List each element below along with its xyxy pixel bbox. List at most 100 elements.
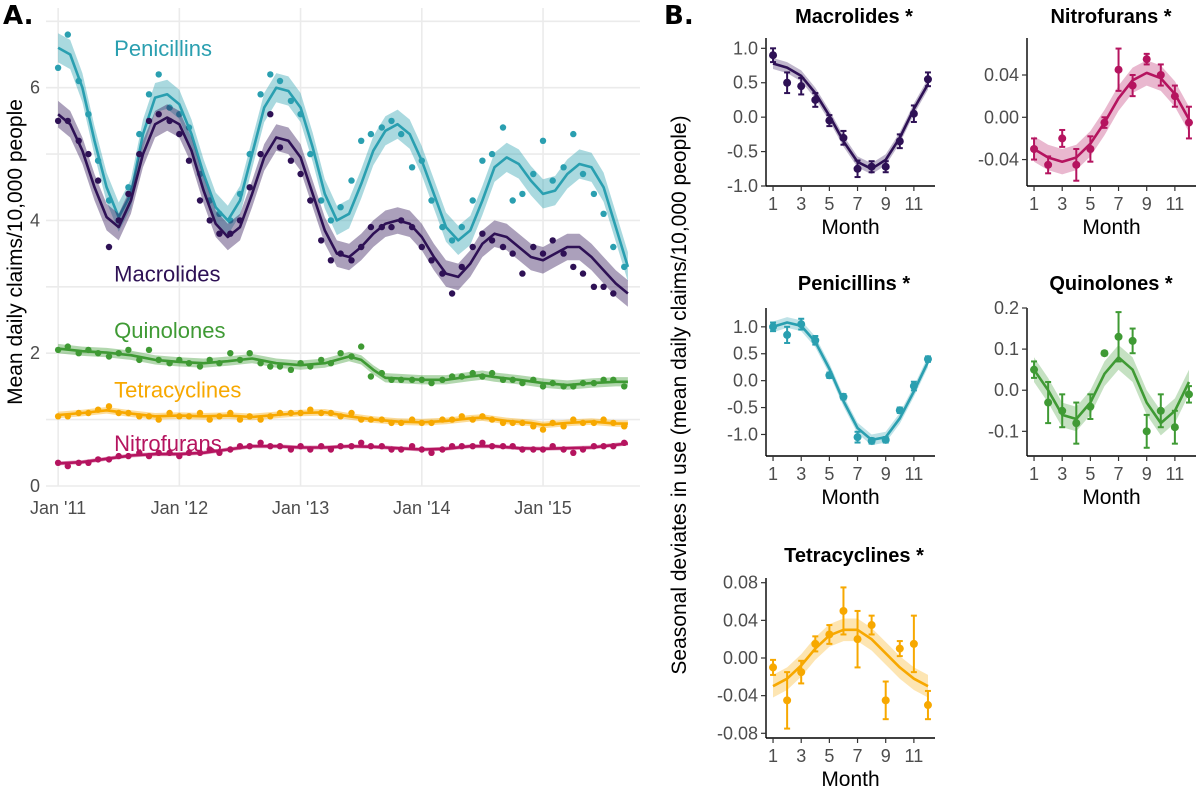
- data-point-penicillins: [448, 237, 456, 244]
- monthly-mean-point: [825, 116, 834, 125]
- data-point-nitrofurans: [428, 449, 435, 456]
- monthly-mean-point: [1114, 65, 1123, 74]
- data-point-tetracyclines: [398, 419, 405, 427]
- data-point-penicillins: [327, 217, 335, 224]
- data-point-nitrofurans: [590, 443, 598, 450]
- data-point-penicillins: [246, 150, 253, 158]
- facet-title: Tetracyclines *: [784, 545, 924, 567]
- x-tick-label: 11: [1166, 464, 1185, 484]
- data-point-macrolides: [579, 270, 587, 277]
- y-tick-label: 0.2: [994, 298, 1019, 318]
- data-point-quinolones: [458, 373, 465, 380]
- data-point-penicillins: [94, 157, 102, 164]
- data-point-nitrofurans: [408, 443, 416, 450]
- x-tick-label: 5: [824, 194, 834, 214]
- facet-title: Quinolones *: [1049, 273, 1173, 295]
- x-tick-label: 11: [905, 746, 924, 766]
- data-point-quinolones: [418, 376, 425, 383]
- data-point-quinolones: [549, 379, 556, 387]
- data-point-nitrofurans: [539, 446, 547, 453]
- data-point-quinolones: [439, 376, 446, 383]
- monthly-mean-point: [1030, 145, 1039, 153]
- data-point-quinolones: [166, 360, 173, 367]
- data-point-penicillins: [509, 197, 516, 204]
- data-point-macrolides: [166, 117, 173, 125]
- monthly-mean-point: [881, 696, 890, 705]
- data-point-quinolones: [570, 383, 577, 390]
- monthly-mean-point: [1058, 134, 1067, 143]
- data-point-nitrofurans: [155, 449, 162, 456]
- data-point-tetracyclines: [448, 416, 456, 423]
- data-point-nitrofurans: [398, 446, 405, 453]
- data-point-tetracyclines: [176, 413, 183, 420]
- data-point-nitrofurans: [509, 443, 516, 450]
- monthly-mean-point: [923, 355, 932, 364]
- data-point-tetracyclines: [227, 409, 234, 417]
- fit-line: [772, 628, 929, 688]
- data-point-penicillins: [307, 150, 314, 158]
- data-point-macrolides: [469, 243, 476, 251]
- data-point-nitrofurans: [418, 446, 425, 453]
- data-point-nitrofurans: [499, 443, 507, 450]
- series-label-nitrofurans: Nitrofurans: [114, 431, 222, 456]
- data-point-tetracyclines: [570, 416, 577, 423]
- data-point-penicillins: [358, 137, 365, 144]
- data-point-nitrofurans: [479, 439, 486, 446]
- x-tick-label: 1: [1029, 194, 1039, 214]
- x-tick-label: 1: [768, 194, 778, 214]
- data-point-nitrofurans: [145, 452, 153, 460]
- data-point-tetracyclines: [499, 419, 507, 427]
- data-point-macrolides: [276, 144, 284, 151]
- data-point-quinolones: [509, 376, 516, 383]
- data-point-nitrofurans: [448, 443, 456, 450]
- data-point-nitrofurans: [530, 446, 537, 453]
- data-point-macrolides: [358, 243, 365, 251]
- data-point-quinolones: [479, 373, 486, 380]
- data-point-quinolones: [388, 376, 395, 383]
- data-point-nitrofurans: [610, 443, 617, 450]
- data-point-quinolones: [125, 346, 132, 354]
- confidence-band-quinolones: [58, 343, 628, 390]
- data-point-tetracyclines: [428, 419, 435, 427]
- x-tick-label: 1: [768, 746, 778, 766]
- series-label-penicillins: Penicillins: [114, 36, 212, 61]
- data-point-nitrofurans: [246, 443, 253, 450]
- data-point-tetracyclines: [621, 423, 628, 430]
- data-point-nitrofurans: [115, 452, 122, 460]
- data-point-macrolides: [530, 243, 537, 251]
- monthly-mean-point: [923, 75, 932, 84]
- data-point-macrolides: [176, 130, 183, 138]
- monthly-mean-point: [1072, 160, 1081, 169]
- y-tick-label: 0.04: [984, 65, 1019, 85]
- facet-macrolides: Macrolides * 1.0 0.5 0.0 -0.5 -1.0 1 3 5 7 9 11 Mont…: [727, 6, 935, 239]
- data-point-macrolides: [227, 230, 234, 237]
- data-point-nitrofurans: [196, 449, 204, 456]
- data-point-penicillins: [145, 91, 153, 98]
- x-tick-label: Jan '14: [393, 498, 450, 518]
- confidence-band: [773, 58, 928, 175]
- y-tick-label: 6: [30, 78, 40, 98]
- monthly-mean-point: [1184, 390, 1193, 399]
- data-point-penicillins: [590, 190, 598, 198]
- data-point-tetracyclines: [185, 413, 193, 420]
- confidence-band: [773, 317, 928, 446]
- data-point-quinolones: [267, 363, 274, 370]
- x-tick-label: 1: [1029, 464, 1039, 484]
- x-tick-label: 7: [1114, 194, 1124, 214]
- monthly-mean-point: [853, 635, 862, 644]
- x-tick-label: 1: [768, 464, 778, 484]
- data-point-tetracyclines: [479, 413, 486, 420]
- data-point-macrolides: [185, 157, 193, 164]
- data-point-tetracyclines: [600, 416, 607, 423]
- data-point-quinolones: [530, 376, 537, 383]
- y-tick-label: -0.04: [978, 150, 1019, 170]
- monthly-mean-point: [853, 433, 862, 442]
- monthly-mean-point: [1044, 160, 1053, 169]
- data-point-macrolides: [75, 137, 82, 144]
- data-point-macrolides: [136, 150, 143, 158]
- monthly-mean-point: [1184, 118, 1193, 127]
- monthly-mean-point: [909, 639, 918, 648]
- data-point-tetracyclines: [246, 413, 253, 420]
- data-point-tetracyclines: [257, 416, 264, 423]
- data-point-quinolones: [539, 383, 547, 390]
